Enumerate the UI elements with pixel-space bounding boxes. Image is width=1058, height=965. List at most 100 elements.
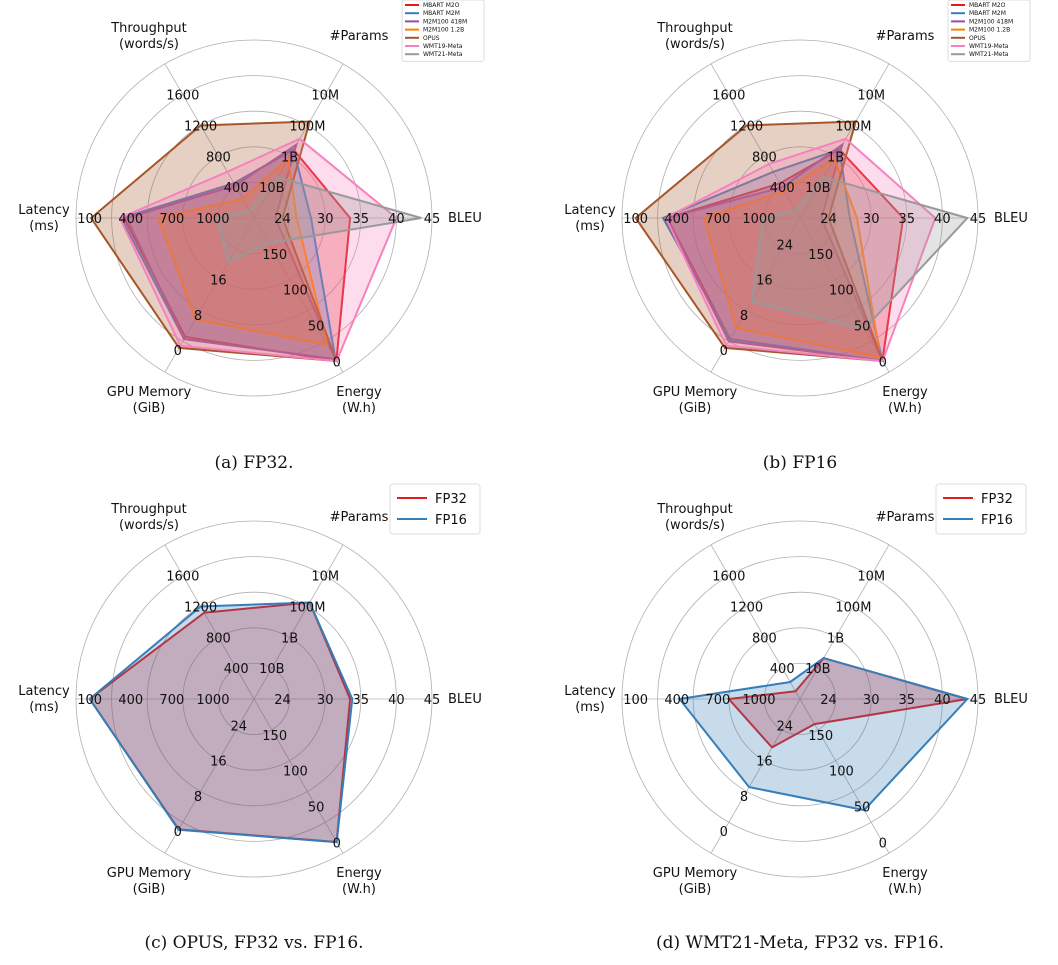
- tick-label-throughput: 800: [752, 150, 777, 165]
- axis-label-line: (ms): [29, 219, 59, 234]
- chart-caption: (c) OPUS, FP32 vs. FP16.: [144, 933, 363, 953]
- tick-label-params: 100M: [289, 601, 325, 616]
- chart-caption: (a) FP32.: [214, 453, 293, 473]
- series-shape-wmt21-meta: [750, 175, 970, 331]
- tick-label-params: 100M: [289, 120, 325, 135]
- axis-label-line: GPU Memory: [653, 385, 738, 400]
- tick-label-throughput: 400: [224, 662, 249, 677]
- tick-label-latency: 400: [118, 212, 143, 227]
- tick-label-bleu: 30: [317, 212, 334, 227]
- tick-label-params: 10B: [805, 181, 830, 196]
- axis-label-line: (GiB): [679, 401, 712, 416]
- axis-label-line: #Params: [330, 29, 389, 44]
- legend-label-wmt21-meta: WMT21-Meta: [969, 51, 1009, 58]
- axis-label-line: (ms): [29, 700, 59, 715]
- axis-label-latency: Latency (ms): [18, 203, 70, 234]
- tick-label-bleu: 35: [353, 693, 370, 708]
- axis-label-gpu-memory: GPU Memory (GiB): [107, 385, 192, 416]
- legend-box: [389, 483, 481, 535]
- axis-label-latency: Latency (ms): [564, 684, 616, 715]
- tick-label-throughput: 800: [206, 150, 231, 165]
- axis-label-line: (words/s): [119, 518, 179, 533]
- radar-chart-1: BLEU #Params Throughput (words/s) Latency (ms…: [18, 0, 485, 473]
- tick-label-bleu: 35: [353, 212, 370, 227]
- tick-label-params: 100M: [835, 601, 871, 616]
- tick-label-throughput: 1600: [712, 570, 745, 585]
- tick-label-latency: 700: [705, 212, 730, 227]
- legend-label-wmt19-meta: WMT19-Meta: [969, 43, 1009, 50]
- spoke-gpu-memory: [164, 698, 255, 854]
- tick-label-bleu: 30: [863, 693, 880, 708]
- axis-label-line: (W.h): [888, 401, 922, 416]
- tick-label-latency: 400: [118, 693, 143, 708]
- axis-label-throughput: Throughput (words/s): [656, 21, 733, 52]
- tick-label-params: 10M: [311, 89, 339, 104]
- axis-label-params: #Params: [330, 29, 389, 44]
- axis-label-latency: Latency (ms): [564, 203, 616, 234]
- spoke-params: [799, 544, 890, 700]
- tick-label-latency: 700: [705, 693, 730, 708]
- legend-label-mbart-m2o: MBART M2O: [423, 2, 460, 9]
- radar-chart-4: BLEU #Params Throughput (words/s) Latency (ms…: [564, 483, 1028, 953]
- axis-label-line: Energy: [336, 866, 382, 881]
- tick-label-params: 10M: [311, 570, 339, 585]
- tick-label-gpu-memory: 24: [776, 719, 793, 734]
- tick-label-throughput: 1200: [730, 601, 763, 616]
- tick-label-bleu: 24: [820, 212, 837, 227]
- tick-label-bleu: 30: [863, 212, 880, 227]
- axis-label-line: GPU Memory: [653, 866, 738, 881]
- tick-label-throughput: 1200: [184, 601, 217, 616]
- tick-label-energy: 150: [808, 248, 833, 263]
- axis-label-line: BLEU: [448, 692, 482, 707]
- tick-label-latency: 1000: [742, 693, 775, 708]
- tick-label-latency: 700: [159, 693, 184, 708]
- axis-label-line: GPU Memory: [107, 866, 192, 881]
- axis-label-line: (GiB): [679, 882, 712, 897]
- axis-label-line: Throughput: [110, 21, 187, 36]
- series-shape-fp16: [677, 657, 970, 812]
- tick-label-latency: 400: [664, 212, 689, 227]
- axis-label-line: (W.h): [888, 882, 922, 897]
- tick-label-bleu: 40: [388, 212, 405, 227]
- axis-label-line: Latency: [18, 203, 70, 218]
- tick-label-energy: 50: [308, 320, 325, 335]
- tick-label-latency: 100: [623, 693, 648, 708]
- tick-label-bleu: 30: [317, 693, 334, 708]
- tick-label-params: 10B: [805, 662, 830, 677]
- legend-box: [935, 483, 1027, 535]
- spoke-energy: [799, 217, 890, 373]
- tick-label-gpu-memory: 16: [210, 274, 227, 289]
- tick-label-energy: 50: [854, 801, 871, 816]
- axis-label-line: (words/s): [665, 37, 725, 52]
- axis-label-params: #Params: [330, 510, 389, 525]
- axis-label-throughput: Throughput (words/s): [110, 21, 187, 52]
- tick-label-energy: 100: [283, 284, 308, 299]
- series-shape-fp16: [88, 601, 354, 844]
- axis-label-line: (words/s): [665, 518, 725, 533]
- tick-label-energy: 0: [879, 355, 887, 370]
- spoke-energy: [253, 698, 344, 854]
- tick-label-gpu-memory: 8: [194, 309, 202, 324]
- tick-label-gpu-memory: 8: [740, 790, 748, 805]
- tick-label-params: 1B: [827, 631, 844, 646]
- tick-label-gpu-memory: 0: [174, 344, 182, 359]
- axis-label-energy: Energy (W.h): [336, 385, 382, 416]
- tick-label-energy: 100: [283, 765, 308, 780]
- tick-label-bleu: 45: [424, 693, 441, 708]
- axis-label-bleu: BLEU: [994, 211, 1028, 226]
- tick-label-latency: 1000: [196, 212, 229, 227]
- axis-label-gpu-memory: GPU Memory (GiB): [653, 866, 738, 897]
- axis-label-bleu: BLEU: [994, 692, 1028, 707]
- spoke-throughput: [164, 63, 255, 219]
- tick-label-bleu: 40: [934, 693, 951, 708]
- tick-label-params: 10B: [259, 181, 284, 196]
- tick-label-gpu-memory: 8: [740, 309, 748, 324]
- axis-label-line: BLEU: [994, 211, 1028, 226]
- tick-label-gpu-memory: 24: [230, 719, 247, 734]
- tick-label-latency: 1000: [742, 212, 775, 227]
- axis-label-line: Latency: [18, 684, 70, 699]
- tick-label-energy: 100: [829, 765, 854, 780]
- legend-label-opus: OPUS: [423, 35, 440, 42]
